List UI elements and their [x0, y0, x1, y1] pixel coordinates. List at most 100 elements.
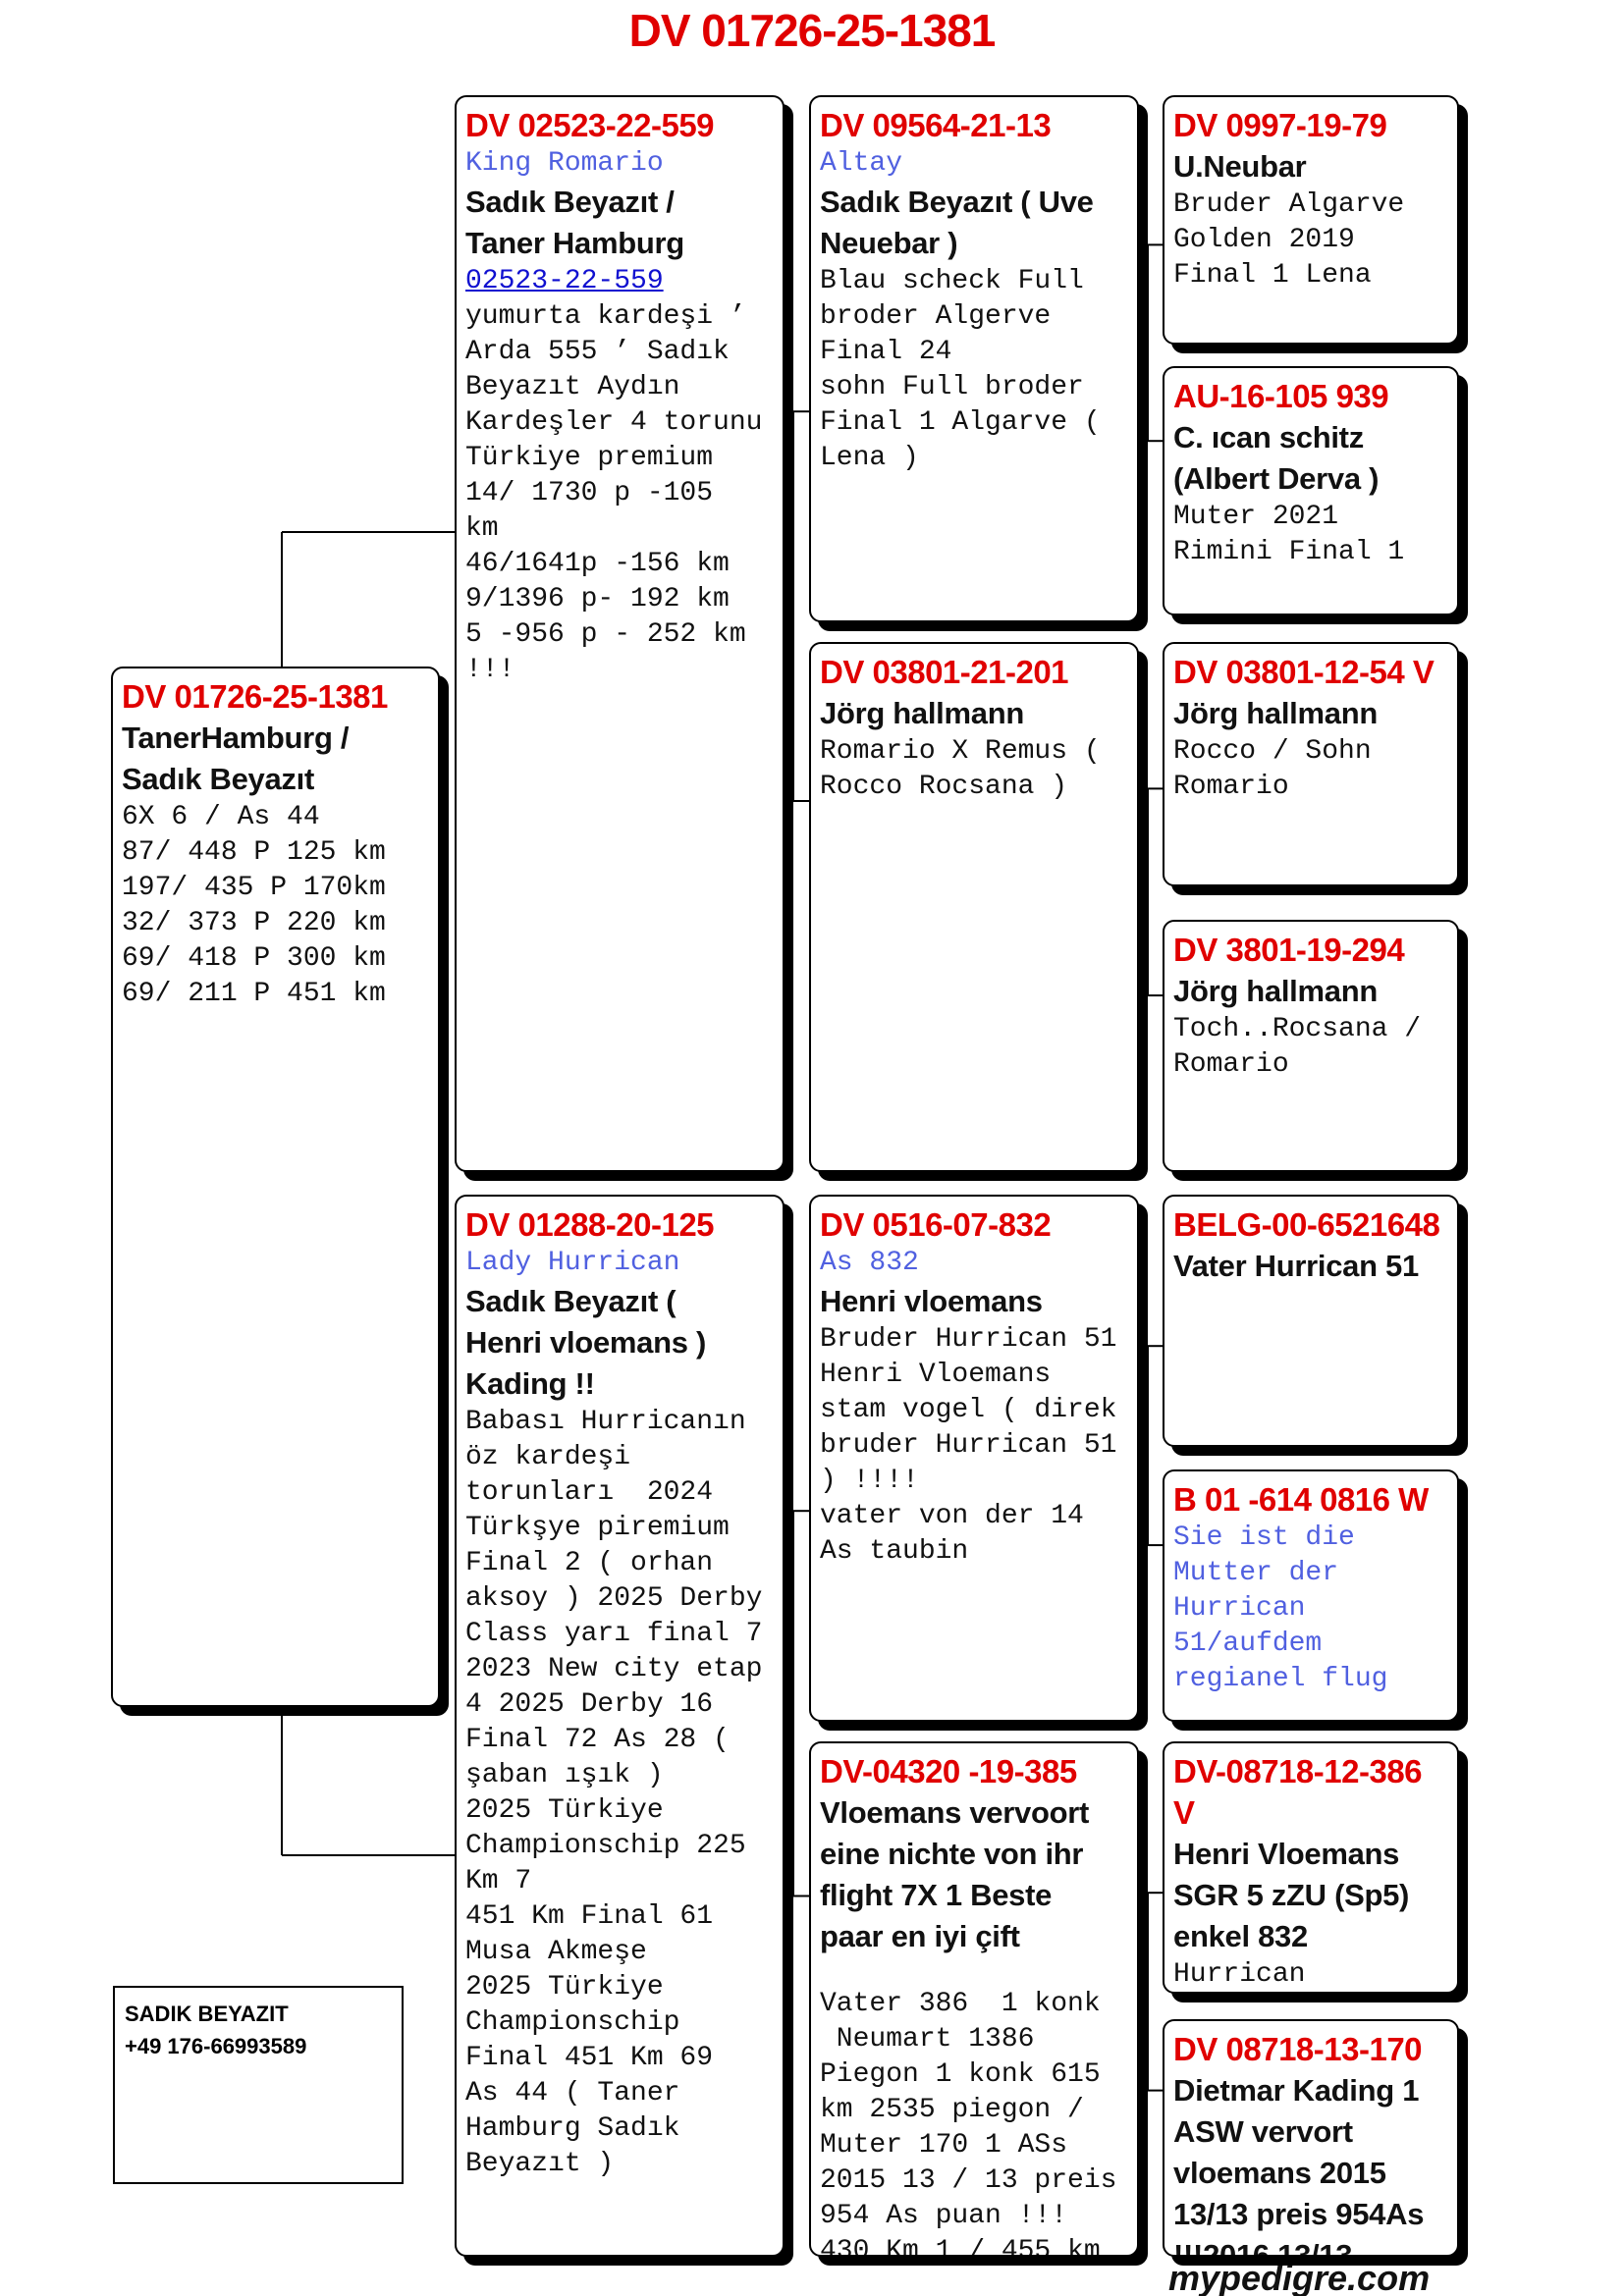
bird-alias: Hurrican [1173, 1593, 1306, 1624]
ring-number: DV-04320 -19-385 [820, 1753, 1077, 1789]
detail-line: 46/1641p -156 km [465, 549, 730, 579]
ring-number: BELG-00-6521648 [1173, 1206, 1440, 1243]
owner-name: SGR 5 zZU (Sp5) [1173, 1878, 1410, 1912]
owner-name: Vater Hurrican 51 [1173, 1249, 1419, 1283]
detail-line: Championschip [465, 2007, 680, 2038]
bird-alias: Mutter der [1173, 1558, 1339, 1588]
detail-line: Hurrican [1173, 1959, 1306, 1990]
owner-name: Dietmar Kading 1 [1173, 2073, 1420, 2108]
detail-line: stam vogel ( direk [820, 1395, 1117, 1425]
detail-line: 4 2025 Derby 16 [465, 1689, 714, 1720]
ring-number: AU-16-105 939 [1173, 378, 1389, 414]
detail-line: 9/1396 p- 192 km [465, 584, 730, 614]
detail-line: Hamburg Sadık [465, 2113, 680, 2144]
detail-line: Babası Hurricanın [465, 1407, 746, 1437]
pedigree-box: DV 03801-12-54 V Jörg hallmann Rocco / Soh… [1163, 642, 1459, 886]
owner-name: Neuebar ) [820, 226, 958, 260]
detail-line: Türkşye piremium [465, 1513, 730, 1543]
detail-line: Rocco / Sohn [1173, 736, 1372, 767]
detail-line: Rocco Rocsana ) [820, 772, 1068, 802]
detail-line: Neumart 1386 [820, 2024, 1035, 2055]
detail-line: Beyazıt ) [465, 2149, 615, 2179]
contact-box: SADIK BEYAZIT +49 176-66993589 [113, 1986, 404, 2184]
pedigree-box: DV 0516-07-832 As 832 Henri vloemans Bruder… [809, 1195, 1139, 1722]
bird-alias: Altay [820, 148, 903, 179]
detail-line: Kardeşler 4 torunu [465, 407, 763, 438]
detail-line: Türkiye premium [465, 443, 714, 473]
pedigree-box: DV 02523-22-559 King Romario Sadık Beyazıt… [455, 95, 785, 1172]
detail-line: 87/ 448 P 125 km [122, 837, 386, 868]
detail-line: Romario [1173, 1049, 1289, 1080]
owner-name: paar en iyi çift [820, 1919, 1020, 1953]
contact-phone: +49 176-66993589 [125, 2034, 307, 2058]
detail-line: Beyazıt Aydın [465, 372, 680, 402]
owner-name: Sadık Beyazıt ( [465, 1284, 677, 1318]
owner-name: Jörg hallmann [1173, 696, 1378, 730]
ring-number: DV-08718-12-386 V [1173, 1753, 1423, 1831]
ring-number: DV 03801-12-54 V [1173, 654, 1435, 690]
ring-number: DV 01726-25-1381 [122, 678, 388, 715]
contact-name: SADIK BEYAZIT [125, 2002, 289, 2026]
detail-line: 69/ 418 P 300 km [122, 943, 386, 974]
detail-line: broder Algerve [820, 301, 1052, 332]
detail-line: Toch..Rocsana / [1173, 1014, 1422, 1044]
pedigree-box: DV 0997-19-79 U.Neubar Bruder Algarve Golde… [1163, 95, 1459, 345]
detail-line: Romario [1173, 772, 1289, 802]
detail-line: 69/ 211 P 451 km [122, 979, 386, 1009]
detail-line: vater von der 14 [820, 1501, 1084, 1531]
detail-line: 2015 13 / 13 preis [820, 2165, 1117, 2196]
owner-name: Jörg hallmann [820, 696, 1024, 730]
detail-line: Championschip 225 [465, 1831, 746, 1861]
detail-line: 14/ 1730 p -105 [465, 478, 714, 508]
detail-line: 430 Km 1 / 455 km [820, 2236, 1101, 2257]
bird-alias: regianel flug [1173, 1664, 1388, 1694]
detail-line: Golden 2019 [1173, 225, 1355, 255]
ring-number: B 01 -614 0816 W [1173, 1481, 1429, 1518]
detail-line: Muter 2021 [1173, 502, 1339, 532]
detail-line: Km 7 [465, 1866, 532, 1896]
owner-name: TanerHamburg / [122, 721, 350, 755]
detail-line: Class yarı final 7 [465, 1619, 763, 1649]
detail-line: Arda 555 ’ Sadık [465, 337, 730, 367]
detail-line: Romario X Remus ( [820, 736, 1101, 767]
owner-name: Vloemans vervoort [820, 1795, 1090, 1830]
detail-line: Bruder Algarve [1173, 189, 1405, 220]
pedigree-box: DV-08718-12-386 V Henri Vloemans SGR 5 zZU… [1163, 1741, 1459, 1994]
detail-line: 2025 Türkiye [465, 1795, 664, 1826]
pedigree-box: DV 3801-19-294 Jörg hallmann Toch..Rocsana… [1163, 920, 1459, 1172]
detail-line: Final 1 Lena [1173, 260, 1372, 291]
detail-line: Blau scheck Full [820, 266, 1084, 296]
owner-name: Sadık Beyazıt ( Uve [820, 185, 1094, 219]
pedigree-box: DV 03801-21-201 Jörg hallmann Romario X Re… [809, 642, 1139, 1172]
detail-line: öz kardeşi [465, 1442, 631, 1472]
detail-line: şaban ışık ) [465, 1760, 664, 1790]
owner-name: Henri vloemans [820, 1284, 1043, 1318]
ring-link[interactable]: 02523-22-559 [465, 266, 664, 296]
detail-line: As taubin [820, 1536, 969, 1567]
owner-name: Henri Vloemans [1173, 1837, 1400, 1871]
owner-name: Kading !! [465, 1366, 595, 1401]
detail-line: Vater 386 1 konk [820, 1989, 1101, 2019]
bird-alias: Lady Hurrican [465, 1248, 680, 1278]
detail-line: aksoy ) 2025 Derby [465, 1583, 763, 1614]
ring-number: DV 3801-19-294 [1173, 932, 1405, 968]
ring-number: DV 09564-21-13 [820, 107, 1052, 143]
bird-alias: As 832 [820, 1248, 919, 1278]
pedigree-box: DV 08718-13-170 Dietmar Kading 1 ASW vervo… [1163, 2019, 1459, 2257]
owner-name: Sadık Beyazıt / [465, 185, 675, 219]
detail-line: km 2535 piegon / [820, 2095, 1084, 2125]
detail-line: Final 24 [820, 337, 952, 367]
owner-name: ASW vervort [1173, 2114, 1353, 2149]
detail-line: yumurta kardeşi ’ [465, 301, 746, 332]
detail-line: 197/ 435 P 170km [122, 873, 386, 903]
pedigree-box: AU-16-105 939 C. ıcan schitz (Albert Derva… [1163, 366, 1459, 615]
detail-line: Final 451 Km 69 [465, 2043, 714, 2073]
bird-alias: Sie ist die [1173, 1522, 1355, 1553]
ring-number: DV 02523-22-559 [465, 107, 715, 143]
owner-name: enkel 832 [1173, 1919, 1308, 1953]
owner-name: Henri vloemans ) [465, 1325, 707, 1360]
detail-line: Musa Akmeşe [465, 1937, 647, 1967]
bird-alias: 51/aufdem [1173, 1629, 1323, 1659]
owner-name: !!!2016 13/13 [1173, 2238, 1353, 2257]
